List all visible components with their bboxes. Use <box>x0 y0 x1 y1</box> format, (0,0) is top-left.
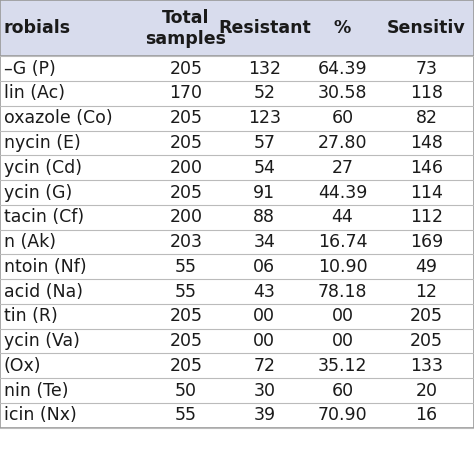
Text: lin (Ac): lin (Ac) <box>4 84 65 102</box>
Text: 10.90: 10.90 <box>318 258 367 276</box>
Text: 34: 34 <box>253 233 275 251</box>
Text: ycin (Cd): ycin (Cd) <box>4 159 82 177</box>
Bar <box>0 0 474 56</box>
Text: oxazole (Co): oxazole (Co) <box>4 109 112 127</box>
Text: 133: 133 <box>410 357 443 375</box>
Text: 73: 73 <box>416 60 438 78</box>
Text: 50: 50 <box>175 382 197 400</box>
Bar <box>0 131 474 155</box>
Text: 205: 205 <box>170 183 202 201</box>
Text: 123: 123 <box>248 109 281 127</box>
Bar <box>0 378 474 403</box>
Text: 49: 49 <box>416 258 438 276</box>
Text: 55: 55 <box>175 283 197 301</box>
Text: 06: 06 <box>253 258 275 276</box>
Text: 16: 16 <box>416 406 438 424</box>
Text: 20: 20 <box>416 382 438 400</box>
Text: Sensitiv: Sensitiv <box>387 19 466 37</box>
Bar <box>0 255 474 279</box>
Bar <box>0 205 474 230</box>
Bar <box>0 81 474 106</box>
Text: 205: 205 <box>170 307 202 325</box>
Text: 30.58: 30.58 <box>318 84 367 102</box>
Text: 00: 00 <box>331 332 354 350</box>
Text: 132: 132 <box>248 60 281 78</box>
Text: 44: 44 <box>332 208 353 226</box>
Text: (Ox): (Ox) <box>4 357 41 375</box>
Text: 27: 27 <box>331 159 354 177</box>
Text: 205: 205 <box>410 307 443 325</box>
Text: n (Ak): n (Ak) <box>4 233 56 251</box>
Bar <box>0 279 474 304</box>
Text: ycin (Va): ycin (Va) <box>4 332 80 350</box>
Text: ycin (G): ycin (G) <box>4 183 72 201</box>
Text: 70.90: 70.90 <box>318 406 367 424</box>
Text: icin (Nx): icin (Nx) <box>4 406 76 424</box>
Text: 72: 72 <box>253 357 275 375</box>
Text: 205: 205 <box>170 357 202 375</box>
Text: 54: 54 <box>253 159 275 177</box>
Text: %: % <box>334 19 351 37</box>
Text: 55: 55 <box>175 406 197 424</box>
Text: 39: 39 <box>253 406 275 424</box>
Text: 60: 60 <box>331 382 354 400</box>
Text: 170: 170 <box>170 84 202 102</box>
Text: 00: 00 <box>253 307 275 325</box>
Bar <box>0 230 474 255</box>
Bar <box>0 329 474 354</box>
Text: 91: 91 <box>253 183 275 201</box>
Text: 205: 205 <box>410 332 443 350</box>
Text: 60: 60 <box>331 109 354 127</box>
Text: 00: 00 <box>331 307 354 325</box>
Text: 55: 55 <box>175 258 197 276</box>
Text: nycin (E): nycin (E) <box>4 134 81 152</box>
Text: –G (P): –G (P) <box>4 60 55 78</box>
Bar <box>0 354 474 378</box>
Text: 27.80: 27.80 <box>318 134 367 152</box>
Text: 200: 200 <box>170 208 202 226</box>
Bar <box>0 180 474 205</box>
Text: Total
samples: Total samples <box>146 9 227 47</box>
Text: 43: 43 <box>253 283 275 301</box>
Text: 118: 118 <box>410 84 443 102</box>
Text: 205: 205 <box>170 109 202 127</box>
Text: 57: 57 <box>253 134 275 152</box>
Text: 205: 205 <box>170 332 202 350</box>
Text: 114: 114 <box>410 183 443 201</box>
Text: Resistant: Resistant <box>218 19 310 37</box>
Text: 64.39: 64.39 <box>318 60 367 78</box>
Text: 78.18: 78.18 <box>318 283 367 301</box>
Bar <box>0 106 474 131</box>
Bar <box>0 304 474 329</box>
Text: 88: 88 <box>253 208 275 226</box>
Text: 82: 82 <box>416 109 438 127</box>
Text: 169: 169 <box>410 233 443 251</box>
Text: tin (R): tin (R) <box>4 307 57 325</box>
Text: 203: 203 <box>170 233 202 251</box>
Text: ntoin (Nf): ntoin (Nf) <box>4 258 86 276</box>
Bar <box>0 56 474 81</box>
Text: 35.12: 35.12 <box>318 357 367 375</box>
Text: 12: 12 <box>416 283 438 301</box>
Text: 205: 205 <box>170 134 202 152</box>
Text: 205: 205 <box>170 60 202 78</box>
Text: 52: 52 <box>253 84 275 102</box>
Bar <box>0 403 474 428</box>
Text: tacin (Cf): tacin (Cf) <box>4 208 84 226</box>
Text: 16.74: 16.74 <box>318 233 367 251</box>
Text: 30: 30 <box>253 382 275 400</box>
Text: robials: robials <box>4 19 71 37</box>
Bar <box>0 155 474 180</box>
Text: acid (Na): acid (Na) <box>4 283 83 301</box>
Text: nin (Te): nin (Te) <box>4 382 68 400</box>
Text: 44.39: 44.39 <box>318 183 367 201</box>
Text: 200: 200 <box>170 159 202 177</box>
Text: 112: 112 <box>410 208 443 226</box>
Text: 148: 148 <box>410 134 443 152</box>
Text: 00: 00 <box>253 332 275 350</box>
Text: 146: 146 <box>410 159 443 177</box>
